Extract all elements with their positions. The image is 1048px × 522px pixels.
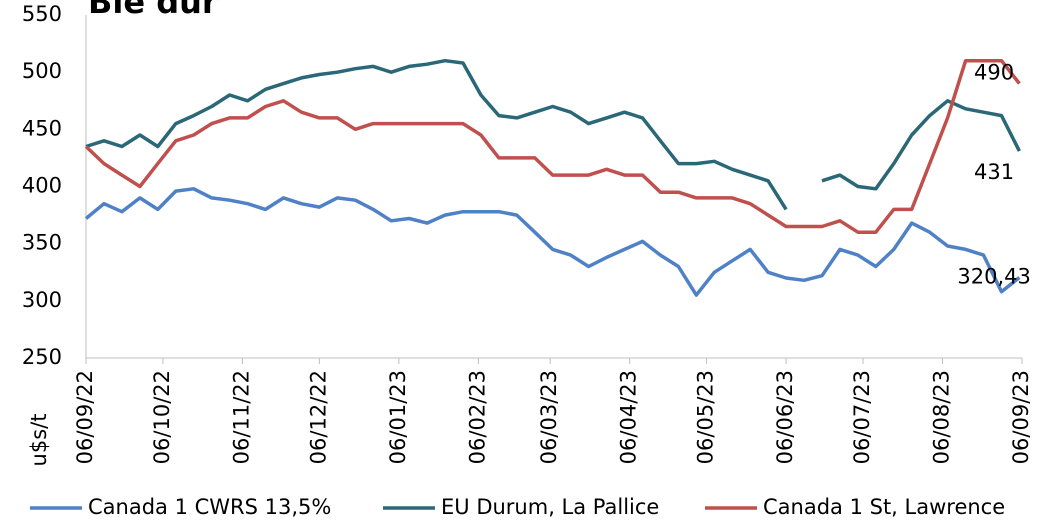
x-tick-label: 06/02/23 — [465, 370, 489, 464]
series-line — [85, 58, 1021, 211]
data-label: 431 — [974, 160, 1014, 184]
x-tick-label: 06/06/23 — [773, 370, 797, 464]
y-tick-label: 550 — [22, 2, 62, 26]
y-tick-label: 250 — [22, 345, 62, 369]
series-line — [84, 58, 1021, 234]
data-label: 490 — [974, 61, 1014, 85]
x-tick-label: 06/08/23 — [930, 370, 954, 464]
x-tick-label: 06/05/23 — [694, 370, 718, 464]
x-tick-label: 06/03/23 — [537, 370, 561, 464]
y-tick-label: 500 — [22, 59, 62, 83]
x-tick-label: 06/07/23 — [850, 370, 874, 464]
legend-label: Canada 1 St, Lawrence — [763, 495, 1005, 519]
x-tick-label: 06/12/22 — [306, 370, 330, 464]
x-tick-label: 06/09/22 — [73, 370, 97, 464]
x-tick-label: 06/09/23 — [1009, 370, 1033, 464]
y-axis-label: u$s/t — [27, 414, 51, 467]
series-line — [84, 187, 1021, 297]
legend-label: Canada 1 CWRS 13,5% — [88, 495, 331, 519]
y-tick-label: 350 — [22, 231, 62, 255]
x-tick-label: 06/04/23 — [617, 370, 641, 464]
y-tick-label: 300 — [22, 288, 62, 312]
chart-title: Blé dur — [88, 0, 218, 21]
y-tick-label: 400 — [22, 174, 62, 198]
x-tick-label: 06/11/22 — [229, 370, 253, 464]
y-tick-label: 450 — [22, 116, 62, 140]
legend-label: EU Durum, La Pallice — [441, 495, 659, 519]
data-label: 320,43 — [957, 264, 1030, 288]
x-tick-label: 06/10/22 — [150, 370, 174, 464]
x-tick-label: 06/01/23 — [386, 370, 410, 464]
